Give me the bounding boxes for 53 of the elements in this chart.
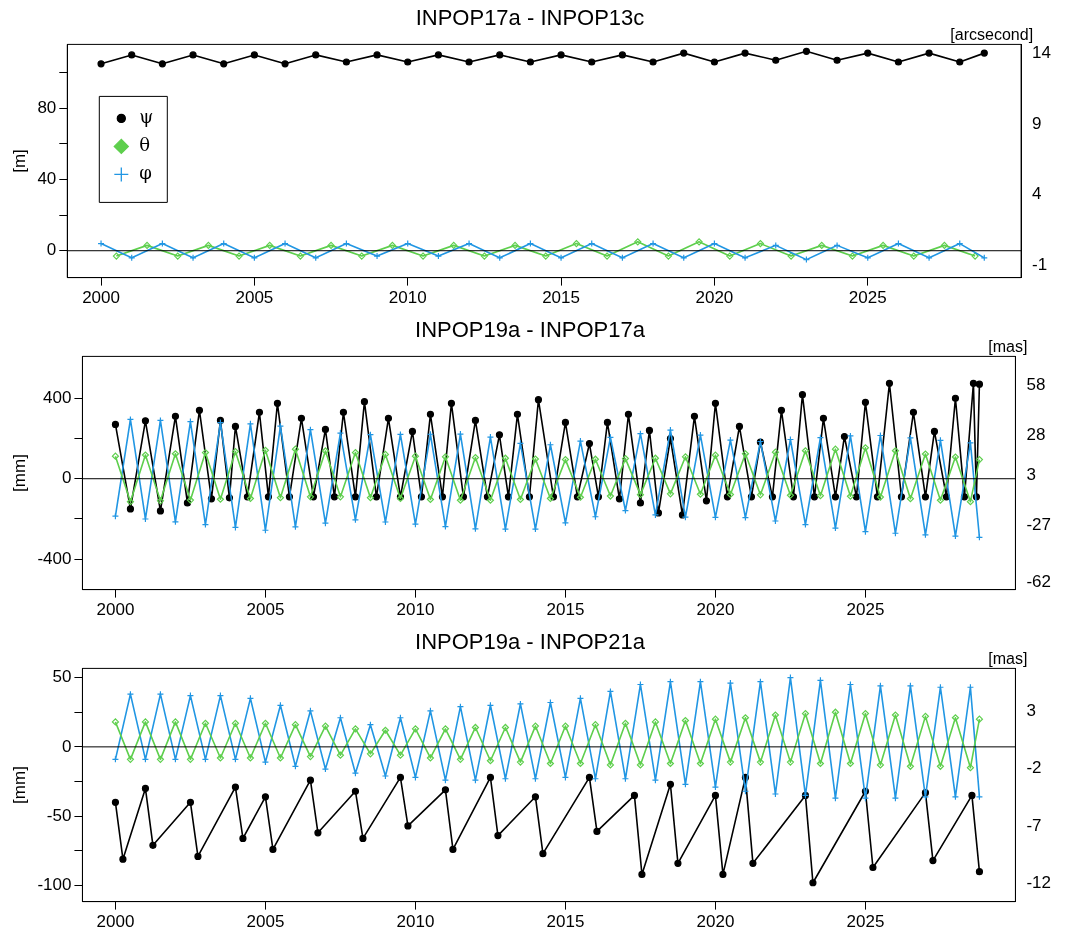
chart-title: INPOP17a - INPOP13c — [415, 5, 645, 31]
x-tick-label: 2000 — [96, 912, 135, 932]
x-tick-label: 2005 — [235, 288, 274, 308]
x-tick-label: 2005 — [246, 600, 285, 620]
chart-title: INPOP19a - INPOP17a — [415, 317, 646, 343]
y2-tick-label: 3 — [1026, 465, 1036, 485]
x-tick-label: 2020 — [696, 912, 735, 932]
x-tick-label: 2010 — [396, 600, 435, 620]
legend-label: ψ — [139, 106, 154, 128]
y-axis-title: [mm] — [9, 454, 29, 492]
x-tick-label: 2020 — [695, 288, 734, 308]
x-tick-label: 2015 — [546, 600, 585, 620]
y-tick-label: 0 — [61, 468, 72, 488]
y-tick-label: 80 — [37, 97, 57, 117]
x-tick-label: 2005 — [246, 912, 285, 932]
x-tick-label: 2025 — [846, 912, 885, 932]
y-tick-label: 400 — [43, 387, 72, 407]
y2-tick-label: -12 — [1026, 872, 1052, 892]
y-tick-label: -400 — [37, 548, 72, 568]
y-tick-label: 0 — [46, 240, 57, 260]
y2-axis-title: [mas] — [988, 337, 1028, 355]
x-tick-label: 2020 — [696, 600, 735, 620]
y2-axis-title: [mas] — [988, 649, 1028, 667]
y-tick-label: -100 — [37, 875, 72, 895]
x-tick-label: 2010 — [388, 288, 427, 308]
x-tick-label: 2000 — [96, 600, 135, 620]
y2-tick-label: -2 — [1026, 758, 1042, 778]
legend-label: θ — [139, 134, 151, 156]
y2-axis-title: [arcsecond] — [950, 25, 1034, 43]
chart-title: INPOP19a - INPOP21a — [415, 629, 646, 655]
y-axis-title: [mm] — [9, 766, 29, 804]
y2-tick-label: 3 — [1026, 701, 1036, 721]
x-tick-label: 2010 — [396, 912, 435, 932]
y-axis-title: [m] — [9, 149, 29, 173]
legend-label: φ — [139, 162, 152, 184]
y2-tick-label: -1 — [1032, 254, 1048, 274]
y2-tick-label: 14 — [1032, 42, 1052, 62]
x-tick-label: 2025 — [846, 600, 885, 620]
x-tick-label: 2025 — [848, 288, 887, 308]
x-tick-label: 2015 — [542, 288, 580, 308]
y2-tick-label: 28 — [1026, 424, 1046, 444]
x-tick-label: 2015 — [546, 912, 585, 932]
y2-tick-label: -27 — [1026, 514, 1052, 534]
y-tick-label: 40 — [37, 169, 57, 189]
y2-tick-label: 58 — [1026, 375, 1046, 395]
y-tick-label: 50 — [52, 667, 72, 687]
x-tick-label: 2000 — [82, 288, 120, 308]
y2-tick-label: 4 — [1032, 184, 1042, 204]
y-tick-label: -50 — [46, 805, 72, 825]
y2-tick-label: -7 — [1026, 815, 1042, 835]
y2-tick-label: 9 — [1032, 113, 1042, 133]
y-tick-label: 0 — [61, 736, 72, 756]
y2-tick-label: -62 — [1026, 571, 1052, 591]
